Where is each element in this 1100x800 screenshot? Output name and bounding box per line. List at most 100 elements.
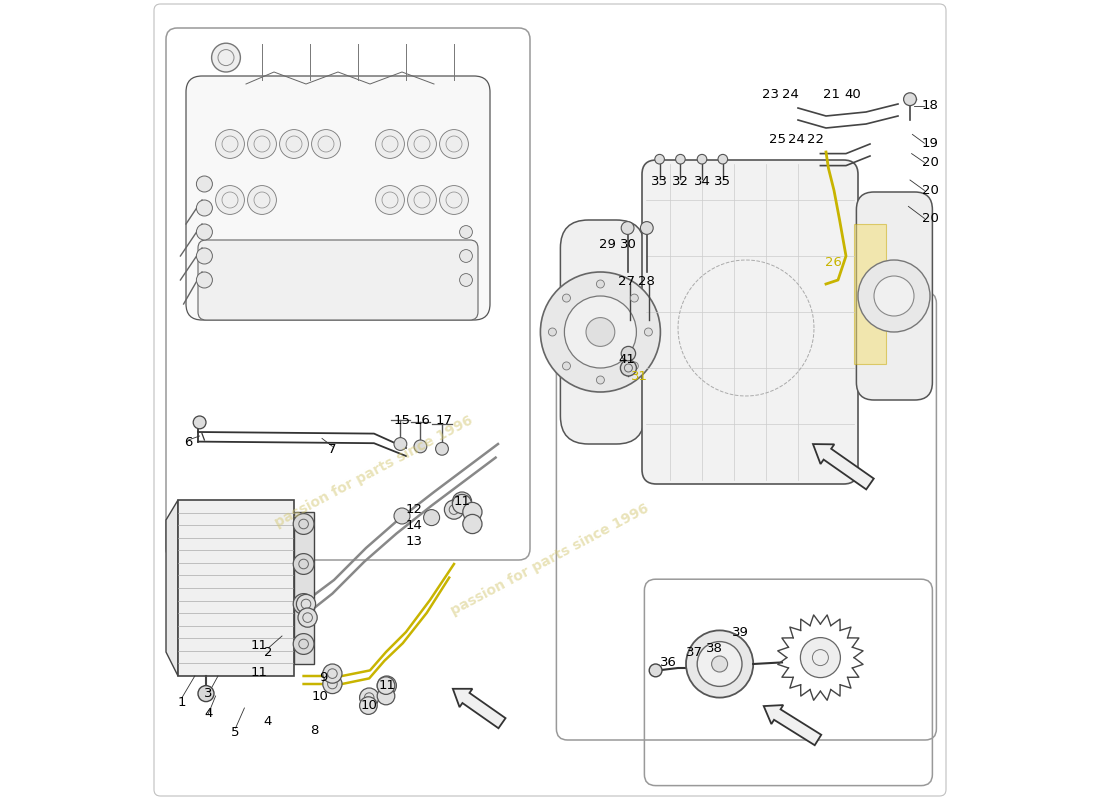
Circle shape bbox=[408, 130, 437, 158]
Text: 40: 40 bbox=[844, 88, 861, 101]
Circle shape bbox=[718, 154, 727, 164]
Text: 15: 15 bbox=[394, 414, 410, 426]
Circle shape bbox=[311, 130, 340, 158]
Circle shape bbox=[298, 608, 317, 627]
Polygon shape bbox=[453, 689, 506, 728]
Text: 32: 32 bbox=[672, 175, 689, 188]
Circle shape bbox=[194, 416, 206, 429]
Circle shape bbox=[377, 677, 395, 694]
Circle shape bbox=[408, 186, 437, 214]
Text: 2: 2 bbox=[264, 646, 273, 658]
Text: 7: 7 bbox=[328, 443, 337, 456]
Circle shape bbox=[630, 362, 638, 370]
Polygon shape bbox=[763, 705, 822, 746]
Text: 13: 13 bbox=[406, 535, 422, 548]
Text: 11: 11 bbox=[251, 639, 267, 652]
Circle shape bbox=[436, 442, 449, 455]
Circle shape bbox=[621, 222, 634, 234]
Text: 1: 1 bbox=[178, 696, 186, 709]
Circle shape bbox=[460, 226, 472, 238]
Text: 39: 39 bbox=[732, 626, 749, 638]
Text: 11: 11 bbox=[251, 666, 267, 678]
Circle shape bbox=[452, 492, 472, 511]
Bar bbox=[178, 500, 294, 676]
Circle shape bbox=[562, 362, 571, 370]
Circle shape bbox=[874, 276, 914, 316]
Circle shape bbox=[630, 294, 638, 302]
Circle shape bbox=[440, 186, 469, 214]
Circle shape bbox=[197, 248, 212, 264]
Circle shape bbox=[444, 500, 463, 519]
Circle shape bbox=[621, 346, 636, 361]
Text: 18: 18 bbox=[922, 99, 938, 112]
Circle shape bbox=[360, 697, 377, 714]
Circle shape bbox=[377, 687, 395, 705]
Circle shape bbox=[248, 130, 276, 158]
Text: 12: 12 bbox=[406, 503, 422, 516]
Circle shape bbox=[248, 186, 276, 214]
Text: 35: 35 bbox=[714, 175, 730, 188]
Text: 20: 20 bbox=[922, 184, 938, 197]
Bar bbox=[294, 512, 313, 664]
FancyBboxPatch shape bbox=[198, 240, 478, 320]
Text: 24: 24 bbox=[782, 88, 799, 101]
Text: 26: 26 bbox=[825, 256, 842, 269]
Polygon shape bbox=[166, 500, 178, 676]
Circle shape bbox=[216, 130, 244, 158]
Circle shape bbox=[620, 360, 637, 376]
Circle shape bbox=[197, 200, 212, 216]
Text: 33: 33 bbox=[651, 175, 668, 188]
Text: 23: 23 bbox=[762, 88, 779, 101]
Circle shape bbox=[279, 130, 308, 158]
Circle shape bbox=[211, 43, 241, 72]
Circle shape bbox=[197, 224, 212, 240]
Circle shape bbox=[801, 638, 840, 678]
Circle shape bbox=[564, 296, 637, 368]
Circle shape bbox=[460, 250, 472, 262]
Text: 36: 36 bbox=[660, 656, 676, 669]
Circle shape bbox=[322, 664, 342, 683]
Text: 31: 31 bbox=[631, 370, 648, 382]
Circle shape bbox=[858, 260, 930, 332]
Circle shape bbox=[197, 272, 212, 288]
Text: 19: 19 bbox=[922, 137, 938, 150]
Text: 11: 11 bbox=[378, 679, 395, 692]
Circle shape bbox=[596, 376, 604, 384]
Circle shape bbox=[640, 222, 653, 234]
Circle shape bbox=[586, 318, 615, 346]
Text: 8: 8 bbox=[310, 724, 318, 737]
Text: 14: 14 bbox=[406, 519, 422, 532]
Text: 3: 3 bbox=[205, 687, 212, 700]
Text: 11: 11 bbox=[453, 495, 471, 508]
Text: 10: 10 bbox=[361, 699, 377, 712]
Text: 4: 4 bbox=[263, 715, 272, 728]
Circle shape bbox=[697, 154, 707, 164]
Text: 5: 5 bbox=[231, 726, 240, 738]
Text: 34: 34 bbox=[694, 175, 711, 188]
Circle shape bbox=[360, 688, 378, 707]
Text: 37: 37 bbox=[685, 646, 703, 658]
Circle shape bbox=[198, 686, 214, 702]
Circle shape bbox=[216, 186, 244, 214]
Text: 38: 38 bbox=[706, 642, 723, 654]
Text: 17: 17 bbox=[436, 414, 452, 426]
Text: 6: 6 bbox=[184, 436, 192, 449]
Text: 21: 21 bbox=[823, 88, 840, 101]
Text: 9: 9 bbox=[319, 671, 328, 684]
Circle shape bbox=[686, 630, 754, 698]
Text: 4: 4 bbox=[205, 707, 212, 720]
Text: 10: 10 bbox=[312, 690, 329, 702]
Circle shape bbox=[645, 328, 652, 336]
Circle shape bbox=[296, 594, 316, 614]
Circle shape bbox=[197, 176, 212, 192]
Circle shape bbox=[394, 508, 410, 524]
Circle shape bbox=[697, 642, 742, 686]
Circle shape bbox=[463, 502, 482, 522]
Circle shape bbox=[424, 510, 440, 526]
Circle shape bbox=[654, 154, 664, 164]
Circle shape bbox=[322, 674, 342, 694]
FancyBboxPatch shape bbox=[560, 220, 645, 444]
Circle shape bbox=[596, 280, 604, 288]
Circle shape bbox=[540, 272, 660, 392]
Text: 29: 29 bbox=[600, 238, 616, 251]
